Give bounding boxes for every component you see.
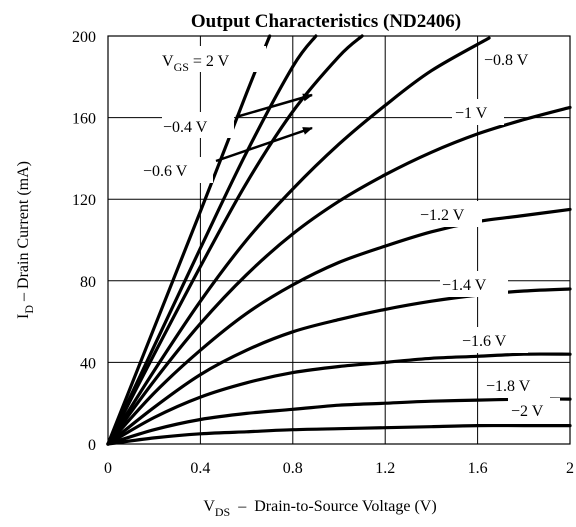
series-line-2 <box>106 34 364 446</box>
label-mask <box>162 112 234 138</box>
y-tick-label: 0 <box>88 437 96 454</box>
chart-title: Output Characteristics (ND2406) <box>191 11 461 32</box>
label-mask <box>484 372 550 398</box>
series-line-0 <box>106 34 272 446</box>
vgs-minus-1.4-label: −1.4 V <box>442 277 487 294</box>
y-tick-label: 160 <box>72 111 96 128</box>
x-tick-label: 1.2 <box>375 460 395 477</box>
x-tick-label: 0 <box>104 460 112 477</box>
series-line-8 <box>106 397 572 446</box>
series-line-1 <box>106 34 318 446</box>
tick-labels: 0 0.4 0.8 1.2 1.6 2 0 40 80 120 160 200 <box>72 29 574 477</box>
series-line-5 <box>106 207 572 446</box>
vgs-minus-0.8-label: −0.8 V <box>484 52 529 69</box>
label-mask <box>460 327 528 353</box>
vgs-2v-label: VGS = 2 V <box>162 53 230 74</box>
annotations: VGS = 2 V −0.4 V −0.6 V −0.8 V −1 V −1.2… <box>141 46 560 420</box>
y-tick-label: 120 <box>72 192 96 209</box>
vgs-minus-1.8-label: −1.8 V <box>486 378 531 395</box>
curves <box>106 34 572 446</box>
vgs-minus-1.2-label: −1.2 V <box>420 207 465 224</box>
y-axis-label: ID – Drain Current (mA) <box>15 161 36 319</box>
x-tick-label: 2 <box>566 460 574 477</box>
x-tick-label: 0.4 <box>190 460 210 477</box>
y-tick-label: 80 <box>80 274 96 291</box>
x-tick-label: 0.8 <box>283 460 303 477</box>
y-tick-label: 40 <box>80 355 96 372</box>
label-mask <box>418 201 482 227</box>
y-tick-label: 200 <box>72 29 96 46</box>
vgs-minus-1-label: −1 V <box>455 105 488 122</box>
label-mask <box>141 157 213 183</box>
x-axis-label: VDS – Drain-to-Source Voltage (V) <box>203 498 436 519</box>
series-line-9 <box>106 423 572 446</box>
label-mask <box>156 46 266 72</box>
label-mask <box>482 46 550 72</box>
vgs-minus-0.6-arrow <box>215 126 313 163</box>
vgs-minus-0.6-label: −0.6 V <box>143 163 188 180</box>
series-line-3 <box>106 36 491 446</box>
label-mask <box>508 398 560 420</box>
series-line-7 <box>106 352 572 446</box>
vgs-minus-2-label: −2 V <box>511 403 544 420</box>
vgs-minus-0.4-arrow <box>235 93 313 119</box>
plot-frame <box>107 35 571 445</box>
series-line-4 <box>106 105 572 446</box>
label-mask <box>452 99 504 125</box>
label-mask <box>440 271 508 297</box>
x-tick-label: 1.6 <box>468 460 488 477</box>
vgs-minus-1.6-label: −1.6 V <box>462 333 507 350</box>
vgs-minus-0.4-label: −0.4 V <box>163 119 208 136</box>
